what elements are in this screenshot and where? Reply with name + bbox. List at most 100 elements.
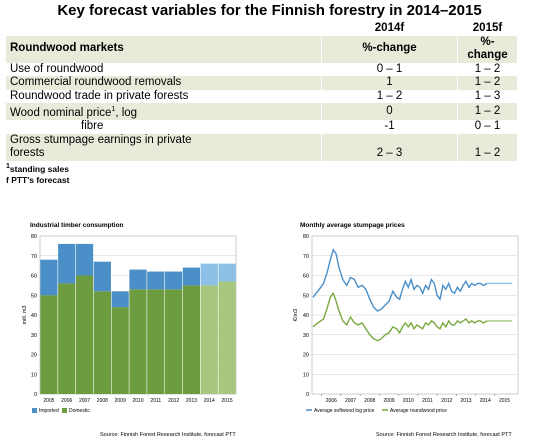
- table-header-row: 2014f 2015f: [6, 22, 518, 36]
- y-tick-label: 30: [303, 333, 309, 339]
- bar-domestic: [111, 307, 129, 394]
- bar-imported: [129, 269, 147, 290]
- x-tick-label: 2007: [79, 398, 90, 404]
- table-row: fibre -1 0 – 1: [6, 120, 518, 134]
- legend-swatch-domestic: [62, 408, 67, 413]
- value-2015: 1 – 2: [457, 103, 518, 121]
- x-tick-label: 2012: [168, 398, 179, 404]
- legend-label-roundwood: Average roundwood price: [390, 408, 447, 414]
- y-tick-label: 70: [31, 254, 37, 260]
- table-row: Use of roundwood 0 – 1 1 – 2: [6, 62, 518, 76]
- table-row: Wood nominal price1, log 0 1 – 2: [6, 103, 518, 121]
- y-tick-label: 20: [303, 353, 309, 359]
- y-tick-label: 10: [303, 372, 309, 378]
- table-row: Commercial roundwood removals 1 1 – 2: [6, 76, 518, 90]
- x-tick-label: 2012: [441, 398, 452, 404]
- table-row: Roundwood trade in private forests 1 – 2…: [6, 89, 518, 103]
- series-line-softwood-log: [312, 248, 488, 312]
- bar-domestic: [218, 281, 236, 394]
- row-label-text: Wood nominal price: [10, 106, 112, 119]
- footnote-marker: 1: [6, 163, 10, 170]
- y-tick-label: 60: [31, 274, 37, 280]
- x-tick-label: 2006: [326, 398, 337, 404]
- y-tick-label: 20: [31, 353, 37, 359]
- forecast-table: 2014f 2015f Roundwood markets %-change %…: [6, 22, 518, 161]
- bar-imported: [111, 291, 129, 308]
- x-tick-label: 2008: [364, 398, 375, 404]
- legend-swatch-imported: [32, 408, 37, 413]
- legend-label-domestic: Domestic: [69, 408, 90, 414]
- y-tick-label: 80: [303, 234, 309, 240]
- row-label: fibre: [6, 120, 322, 134]
- empty-cell: [321, 133, 458, 148]
- x-tick-label: 2008: [97, 398, 108, 404]
- value-2015: 0 – 1: [457, 120, 518, 134]
- bar-domestic: [200, 285, 218, 394]
- bar-domestic: [58, 283, 76, 394]
- chart-2: 0 10 20 30 40 50 60 70 80 €/m3 2006 2007 2008 2009 201…: [293, 234, 519, 414]
- x-tick-label: 2014: [480, 398, 491, 404]
- row-label: Use of roundwood: [6, 62, 322, 76]
- header-cell: %-change: [457, 35, 518, 63]
- value-2014: 1 – 2: [321, 89, 458, 103]
- table-header-row: Roundwood markets %-change %-change: [6, 35, 518, 63]
- bar-imported: [40, 259, 58, 296]
- x-tick-label: 2010: [403, 398, 414, 404]
- table-row: forests 2 – 3 1 – 2: [6, 147, 518, 161]
- y-tick-label: 80: [31, 234, 37, 240]
- chart-1: 0 10 20 30 40 50 60 70 80 mill. m3 2005 2006 2007 200…: [22, 234, 237, 414]
- x-tick-label: 2007: [345, 398, 356, 404]
- bar-imported: [93, 261, 111, 292]
- empty-cell: [457, 133, 518, 148]
- x-tick-label: 2015: [499, 398, 510, 404]
- bar-imported: [147, 271, 165, 290]
- bar-domestic: [147, 289, 165, 394]
- legend-label-imported: Imported: [39, 408, 59, 414]
- x-tick-label: 2006: [61, 398, 72, 404]
- bar-imported: [165, 271, 183, 290]
- y-tick-label: 50: [303, 293, 309, 299]
- x-tick-label: 2014: [204, 398, 215, 404]
- y-axis-label: €/m3: [293, 309, 299, 321]
- header-cell: 2014f: [321, 22, 458, 36]
- y-tick-label: 10: [31, 372, 37, 378]
- value-2014: 2 – 3: [321, 147, 458, 161]
- value-2014: -1: [321, 120, 458, 134]
- bar-domestic: [129, 289, 147, 394]
- x-tick-label: 2013: [186, 398, 197, 404]
- value-2015: 1 – 2: [457, 147, 518, 161]
- row-label: Gross stumpage earnings in private: [6, 133, 322, 148]
- y-tick-label: 50: [31, 293, 37, 299]
- y-tick-label: 40: [31, 313, 37, 319]
- header-cell: [6, 22, 322, 36]
- value-2014: 1: [321, 76, 458, 90]
- footnote-marker: 1: [111, 106, 116, 113]
- bar-domestic: [182, 285, 201, 394]
- x-tick-label: 2009: [383, 398, 394, 404]
- footnotes: 1standing sales f PTT's forecast: [6, 161, 69, 186]
- chart-1-source: Source: Finnish Forest Research Institut…: [100, 432, 236, 438]
- row-label: Commercial roundwood removals: [6, 76, 322, 90]
- footnote-2: f PTT's forecast: [6, 174, 70, 185]
- x-tick-label: 2011: [422, 398, 433, 404]
- page-title: Key forecast variables for the Finnish f…: [57, 2, 482, 19]
- y-tick-label: 0: [34, 392, 37, 398]
- bar-domestic: [75, 275, 94, 394]
- y-axis-label: mill. m3: [22, 306, 28, 325]
- footnote-text: standing sales: [9, 163, 69, 174]
- bar-imported: [75, 243, 94, 276]
- row-label: Roundwood trade in private forests: [6, 89, 322, 103]
- header-cell: Roundwood markets: [6, 35, 322, 63]
- row-label-suffix: , log: [115, 106, 138, 119]
- bar-imported: [200, 263, 218, 286]
- value-2015: 1 – 2: [457, 76, 518, 90]
- value-2014: 0: [321, 103, 458, 121]
- series-line-roundwood: [312, 291, 488, 342]
- chart-2-source: Source: Finnish Forest Research Institut…: [376, 432, 512, 438]
- x-tick-label: 2010: [132, 398, 143, 404]
- row-label: Wood nominal price1, log: [6, 103, 322, 121]
- header-cell: 2015f: [457, 22, 518, 36]
- legend-label-softwood: Average softwood log price: [314, 408, 374, 414]
- x-tick-label: 2015: [222, 398, 233, 404]
- x-tick-label: 2011: [150, 398, 161, 404]
